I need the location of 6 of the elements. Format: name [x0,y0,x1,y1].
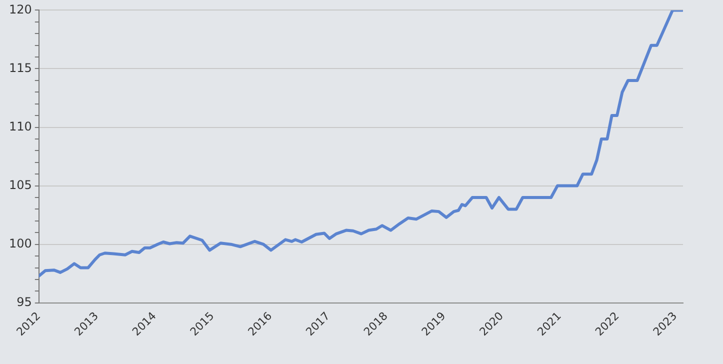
y-tick-label: 120 [9,2,32,16]
y-tick-label: 105 [9,178,32,192]
y-tick-label: 110 [9,119,32,134]
y-tick-label: 115 [9,60,32,75]
y-tick-label: 95 [16,294,32,309]
y-tick-label: 100 [9,236,32,250]
